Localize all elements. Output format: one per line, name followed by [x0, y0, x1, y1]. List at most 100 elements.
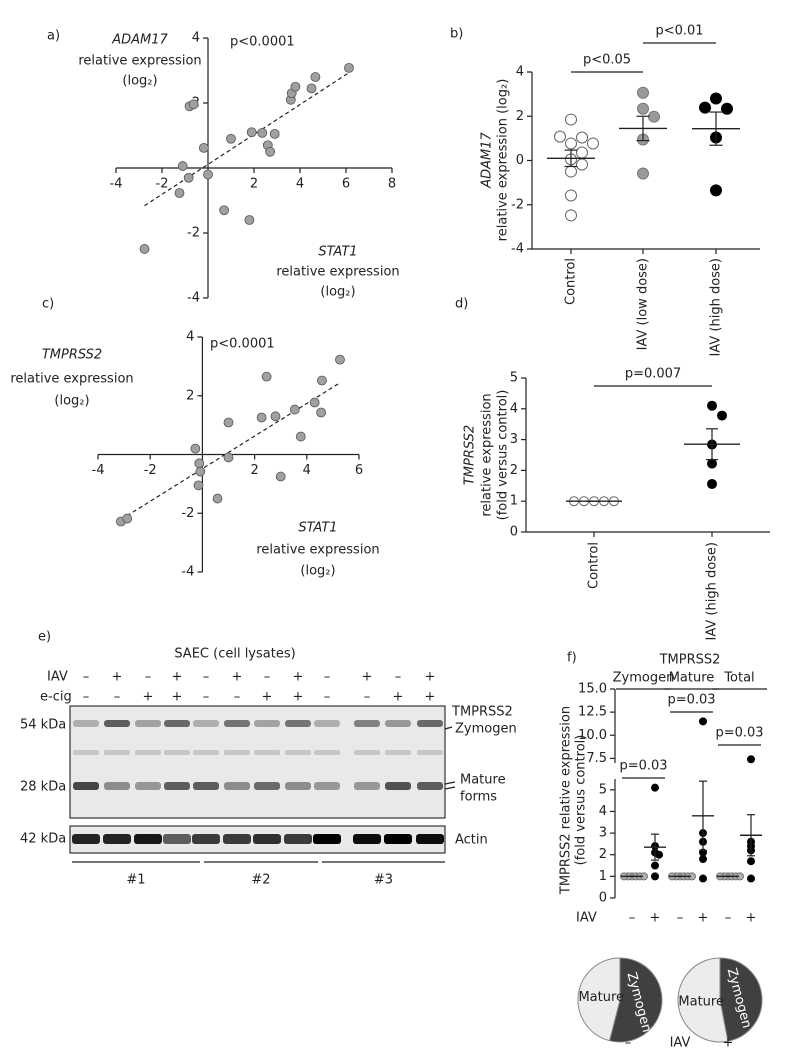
- y-tick-label: 4: [516, 65, 524, 80]
- y-tick-label: 4: [510, 401, 518, 416]
- x-tick-label: –: [725, 911, 732, 926]
- band-label: forms: [460, 790, 497, 805]
- x-axis-label: STAT1: [318, 245, 357, 260]
- x-tick-label: –: [677, 911, 684, 926]
- trend-line: [144, 72, 350, 207]
- x-axis-label: (log₂): [300, 564, 335, 579]
- pie-series-label: +: [723, 1036, 734, 1050]
- y-tick-label: 2: [186, 388, 194, 403]
- x-tick-label: 2: [250, 177, 258, 192]
- band: [104, 750, 130, 755]
- band: [193, 720, 219, 727]
- y-axis-label: relative expression: [480, 393, 495, 516]
- pie-slice: [577, 957, 621, 1042]
- lane-sign: +: [172, 670, 183, 685]
- trend-line: [120, 382, 341, 521]
- y-tick-label: 10.0: [578, 728, 607, 743]
- data-point: [576, 146, 588, 159]
- y-tick-label: 5: [599, 782, 607, 797]
- group-label: Zymogen: [613, 671, 675, 686]
- x-tick-label: +: [746, 911, 757, 926]
- point: [194, 458, 205, 469]
- y-tick-label: 4: [192, 31, 200, 46]
- lane-sign: –: [114, 690, 121, 705]
- lane-sign: –: [83, 670, 90, 685]
- band: [164, 782, 190, 790]
- point: [244, 215, 255, 225]
- annotation: p<0.0001: [210, 337, 275, 352]
- point: [212, 493, 223, 504]
- band: [164, 750, 190, 755]
- x-tick-label: Control: [587, 542, 602, 589]
- y-tick-label: 2: [516, 109, 524, 124]
- x-tick-label: 6: [342, 177, 350, 192]
- x-tick-label: IAV (high dose): [705, 542, 720, 641]
- point: [174, 188, 185, 198]
- point: [226, 133, 236, 144]
- band-label: Actin: [455, 833, 488, 848]
- data-point: [565, 209, 577, 222]
- data-point: [710, 92, 722, 105]
- pie-slice: [608, 957, 663, 1043]
- y-tick-label: 2: [599, 847, 607, 862]
- band: [416, 834, 444, 844]
- pie-series-label: –: [625, 1036, 632, 1050]
- group-label: Mature: [669, 671, 715, 686]
- point: [309, 397, 320, 408]
- band: [254, 750, 280, 755]
- slice-label: Mature: [578, 990, 624, 1005]
- data-point: [747, 755, 755, 764]
- point: [190, 443, 201, 454]
- band-pointer: [444, 786, 456, 790]
- y-tick-label: 1: [599, 869, 607, 884]
- band: [285, 782, 311, 790]
- y-axis-label: (log₂): [122, 74, 157, 89]
- band-label: Zymogen: [455, 722, 517, 737]
- point: [335, 354, 345, 365]
- point: [223, 452, 234, 463]
- point: [195, 466, 206, 477]
- x-tick-label: -4: [110, 177, 123, 192]
- point: [193, 480, 204, 491]
- y-tick-label: -4: [181, 565, 194, 580]
- data-point: [637, 86, 649, 99]
- data-point: [576, 158, 588, 171]
- band: [253, 834, 281, 844]
- lane-sign: +: [112, 670, 123, 685]
- mw-marker: 54 kDa: [20, 718, 66, 733]
- band: [73, 720, 99, 727]
- x-tick-label: 4: [303, 463, 311, 478]
- y-axis-label: relative expression: [10, 372, 133, 387]
- band: [314, 750, 340, 755]
- data-point: [710, 184, 722, 197]
- replicate-label: #1: [126, 873, 145, 888]
- y-tick-label: 0: [599, 891, 607, 906]
- panel-label: f): [567, 651, 577, 666]
- y-tick-label: 1: [510, 494, 518, 509]
- data-point: [747, 857, 755, 866]
- band: [72, 834, 100, 844]
- band: [73, 782, 99, 790]
- x-axis-label: (log₂): [320, 285, 355, 300]
- band-label: Mature: [460, 773, 506, 788]
- band: [135, 720, 161, 727]
- x-tick-label: +: [650, 911, 661, 926]
- band: [135, 782, 161, 790]
- band-pointer: [444, 781, 456, 785]
- group-label: Total: [723, 671, 754, 686]
- point: [246, 127, 257, 138]
- band: [385, 782, 411, 790]
- y-tick-label: 2: [510, 463, 518, 478]
- y-tick-label: 5: [510, 371, 518, 386]
- significance-label: p=0.03: [715, 726, 763, 741]
- x-tick-label: -2: [156, 177, 169, 192]
- band: [417, 750, 443, 755]
- data-point: [655, 850, 663, 859]
- lane-sign: +: [393, 690, 404, 705]
- y-axis-label: (fold versus control): [496, 390, 511, 521]
- data-point: [651, 861, 659, 870]
- x-tick-label: -2: [144, 463, 157, 478]
- replicate-label: #3: [374, 873, 393, 888]
- x-tick-label: -4: [92, 463, 105, 478]
- y-tick-label: -2: [511, 197, 524, 212]
